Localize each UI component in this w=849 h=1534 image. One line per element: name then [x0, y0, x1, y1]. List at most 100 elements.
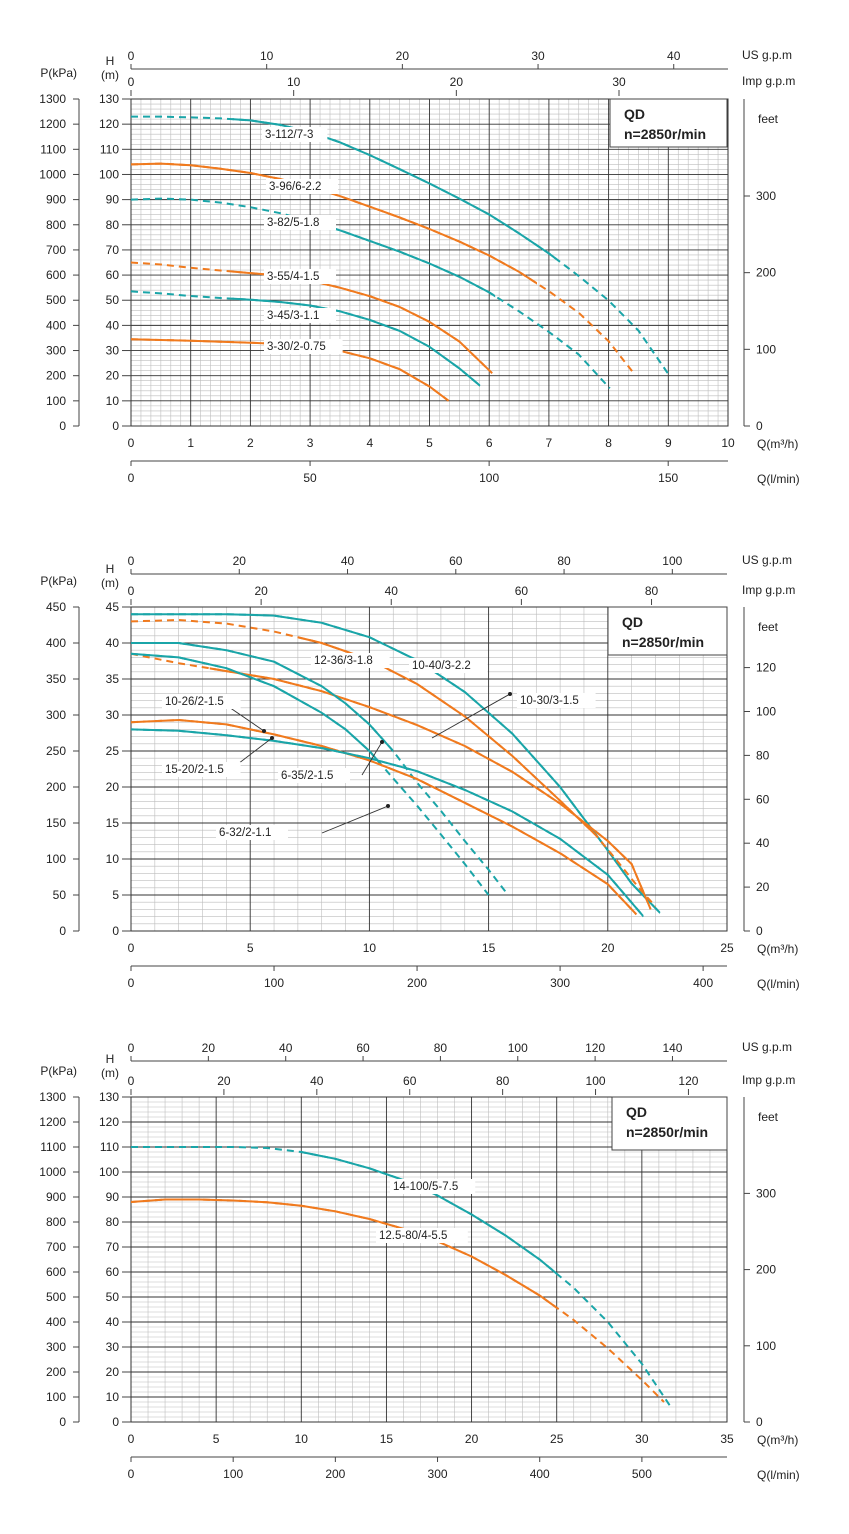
- curve-10-26/2-1.5: [130, 718, 638, 916]
- l-tick-label: 400: [693, 976, 713, 990]
- curve-label: 12-36/3-1.8: [314, 655, 373, 667]
- p-tick-label: 300: [46, 1340, 66, 1354]
- p-tick-label: 1000: [39, 167, 66, 181]
- us-tick-label: 40: [667, 49, 681, 63]
- q-tick-label: 2: [247, 436, 254, 450]
- l-tick-label: 100: [264, 976, 284, 990]
- curve-dashed: [130, 718, 638, 916]
- l-axis-label: Q(l/min): [757, 472, 800, 486]
- p-axis: 0 100 200 300 400 500 600 700 800 900 1000 1100 1200…: [39, 1064, 80, 1429]
- title-box-frame: [611, 1096, 728, 1151]
- curve-labels: 14-100/5-7.5 12.5-80/4-5.5: [376, 1179, 476, 1243]
- curve-label: 10-26/2-1.5: [165, 696, 224, 708]
- q-tick-label: 7: [546, 436, 553, 450]
- p-tick-label: 300: [46, 708, 66, 722]
- curve-labels: 3-112/7-3 3-96/6-2.2 3-82/5-1.8 3-55/4-1.5 3…: [262, 127, 343, 354]
- p-tick-label: 250: [46, 744, 66, 758]
- imp-axis-label: Imp g.p.m: [742, 74, 795, 88]
- q-tick-label: 20: [601, 941, 615, 955]
- chart-title: QD: [626, 1104, 647, 1120]
- p-tick-label: 0: [59, 419, 66, 433]
- label-bg: [162, 694, 241, 709]
- h-axis-label: H: [106, 562, 115, 576]
- curve-label: 3-112/7-3: [265, 129, 313, 141]
- plot-frame: [130, 1096, 728, 1423]
- us-tick-label: 40: [279, 1041, 293, 1055]
- l-tick-label: 0: [128, 1467, 135, 1481]
- h-axis: 0 10 20 30 40 50 60 70 80 90 100 110 120 130 H(m): [99, 1052, 131, 1429]
- h-tick-label: 45: [106, 600, 120, 614]
- feet-tick-label: 80: [756, 748, 770, 762]
- imp-gpm-axis: 0 20 40 60 80 100 120 Imp g.p.m: [128, 1073, 795, 1095]
- p-axis-label: P(kPa): [40, 66, 77, 80]
- q-tick-label: 0: [128, 941, 135, 955]
- title-box: QD n=2850r/min: [607, 606, 728, 656]
- feet-tick-label: 200: [756, 1263, 776, 1277]
- us-tick-label: 40: [341, 554, 355, 568]
- us-tick-label: 100: [662, 554, 682, 568]
- label-bg: [390, 1179, 476, 1194]
- label-bg: [266, 179, 338, 194]
- leader-dot: [380, 740, 384, 744]
- q-tick-label: 5: [247, 941, 254, 955]
- feet-axis-label: feet: [758, 1110, 779, 1124]
- curve-dashed: [131, 642, 507, 893]
- p-tick-label: 1100: [40, 1140, 66, 1154]
- h-tick-label: 20: [106, 780, 120, 794]
- curve-label: 12.5-80/4-5.5: [379, 1230, 447, 1242]
- label-bg: [311, 653, 390, 668]
- l-axis-label: Q(l/min): [757, 1468, 800, 1482]
- us-axis-label: US g.p.m: [742, 48, 792, 62]
- curve-15-20/2-1.5: [130, 728, 645, 918]
- curve-label: 10-40/3-2.2: [412, 660, 471, 672]
- h-tick-label: 70: [106, 243, 120, 257]
- feet-tick-label: 100: [756, 704, 776, 718]
- us-gpm-axis: 0 20 40 60 80 100 US g.p.m: [128, 553, 792, 575]
- l-tick-label: 200: [325, 1467, 345, 1481]
- curve-solid: [131, 728, 644, 918]
- h-tick-label: 110: [100, 142, 119, 156]
- q-tick-label: 25: [550, 1432, 564, 1446]
- grid: [130, 98, 729, 427]
- feet-tick-label: 0: [756, 924, 763, 938]
- h-tick-label: 120: [99, 1115, 119, 1129]
- feet-tick-label: 40: [756, 836, 770, 850]
- curve-label: 14-100/5-7.5: [393, 1181, 458, 1193]
- p-tick-label: 450: [46, 600, 66, 614]
- curve-label: 6-32/2-1.1: [219, 827, 271, 839]
- p-tick-label: 500: [46, 293, 66, 307]
- imp-tick-label: 10: [287, 75, 301, 89]
- h-tick-label: 60: [106, 268, 120, 282]
- l-tick-label: 100: [479, 471, 499, 485]
- chart-subtitle: n=2850r/min: [624, 126, 706, 142]
- chart-3: 0100200300400500600700800900100011001200…: [39, 1040, 799, 1482]
- q-tick-label: 0: [128, 436, 135, 450]
- q-tick-label: 10: [295, 1432, 309, 1446]
- curve-label: 3-30/2-0.75: [267, 341, 326, 353]
- curve-3-112/7-3: [131, 115, 671, 377]
- curve-dashed: [130, 652, 652, 910]
- p-axis-label: P(kPa): [40, 574, 77, 588]
- imp-tick-label: 20: [217, 1074, 231, 1088]
- leader-line: [431, 693, 511, 739]
- p-tick-label: 700: [46, 1240, 66, 1254]
- curve-solid: [333, 227, 496, 298]
- q-tick-label: 15: [482, 941, 496, 955]
- h-tick-label: 50: [106, 293, 120, 307]
- l-tick-label: 0: [128, 471, 135, 485]
- h-axis-unit: (m): [101, 68, 119, 82]
- p-tick-label: 800: [46, 1215, 66, 1229]
- imp-tick-label: 30: [612, 75, 626, 89]
- h-tick-label: 35: [106, 672, 120, 686]
- label-bg: [262, 127, 328, 142]
- h-tick-label: 60: [106, 1265, 120, 1279]
- p-tick-label: 500: [46, 1290, 66, 1304]
- l-tick-label: 150: [658, 471, 678, 485]
- q-tick-label: 3: [307, 436, 314, 450]
- title-box: QD n=2850r/min: [609, 98, 728, 148]
- p-tick-label: 1200: [39, 1115, 66, 1129]
- p-tick-label: 800: [46, 218, 66, 232]
- p-tick-label: 400: [46, 318, 66, 332]
- q-tick-label: 10: [721, 436, 735, 450]
